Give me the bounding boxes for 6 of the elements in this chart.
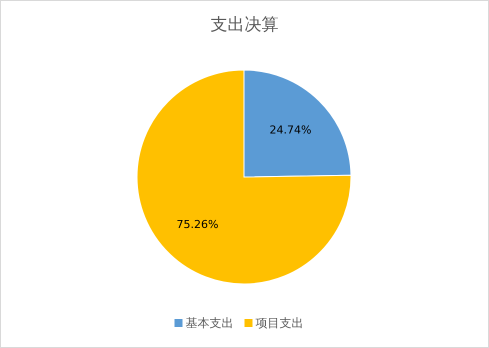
data-label: 24.74% [270, 124, 312, 137]
legend-label: 项目支出 [256, 316, 304, 330]
pie-slice [136, 70, 352, 284]
data-label: 75.26% [176, 218, 218, 232]
chart-title: 支出决算 [210, 15, 278, 35]
legend-label: 基本支出 [186, 316, 234, 330]
